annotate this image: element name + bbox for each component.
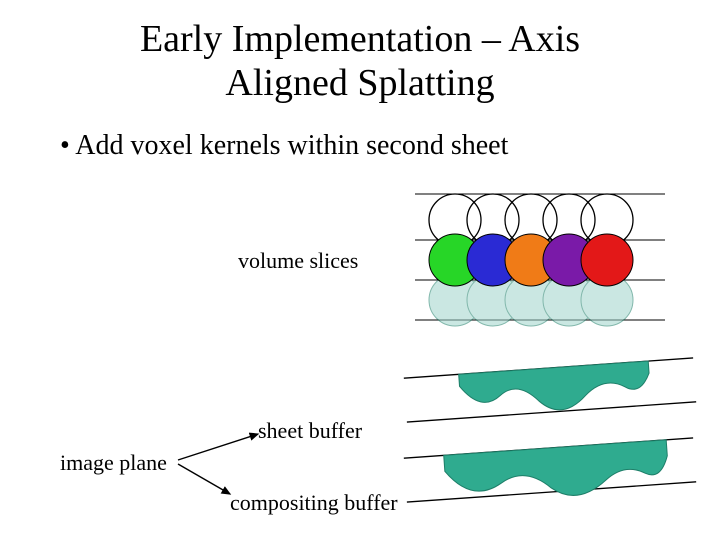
image-plane-arrows	[0, 0, 720, 545]
slide: Early Implementation – Axis Aligned Spla…	[0, 0, 720, 540]
